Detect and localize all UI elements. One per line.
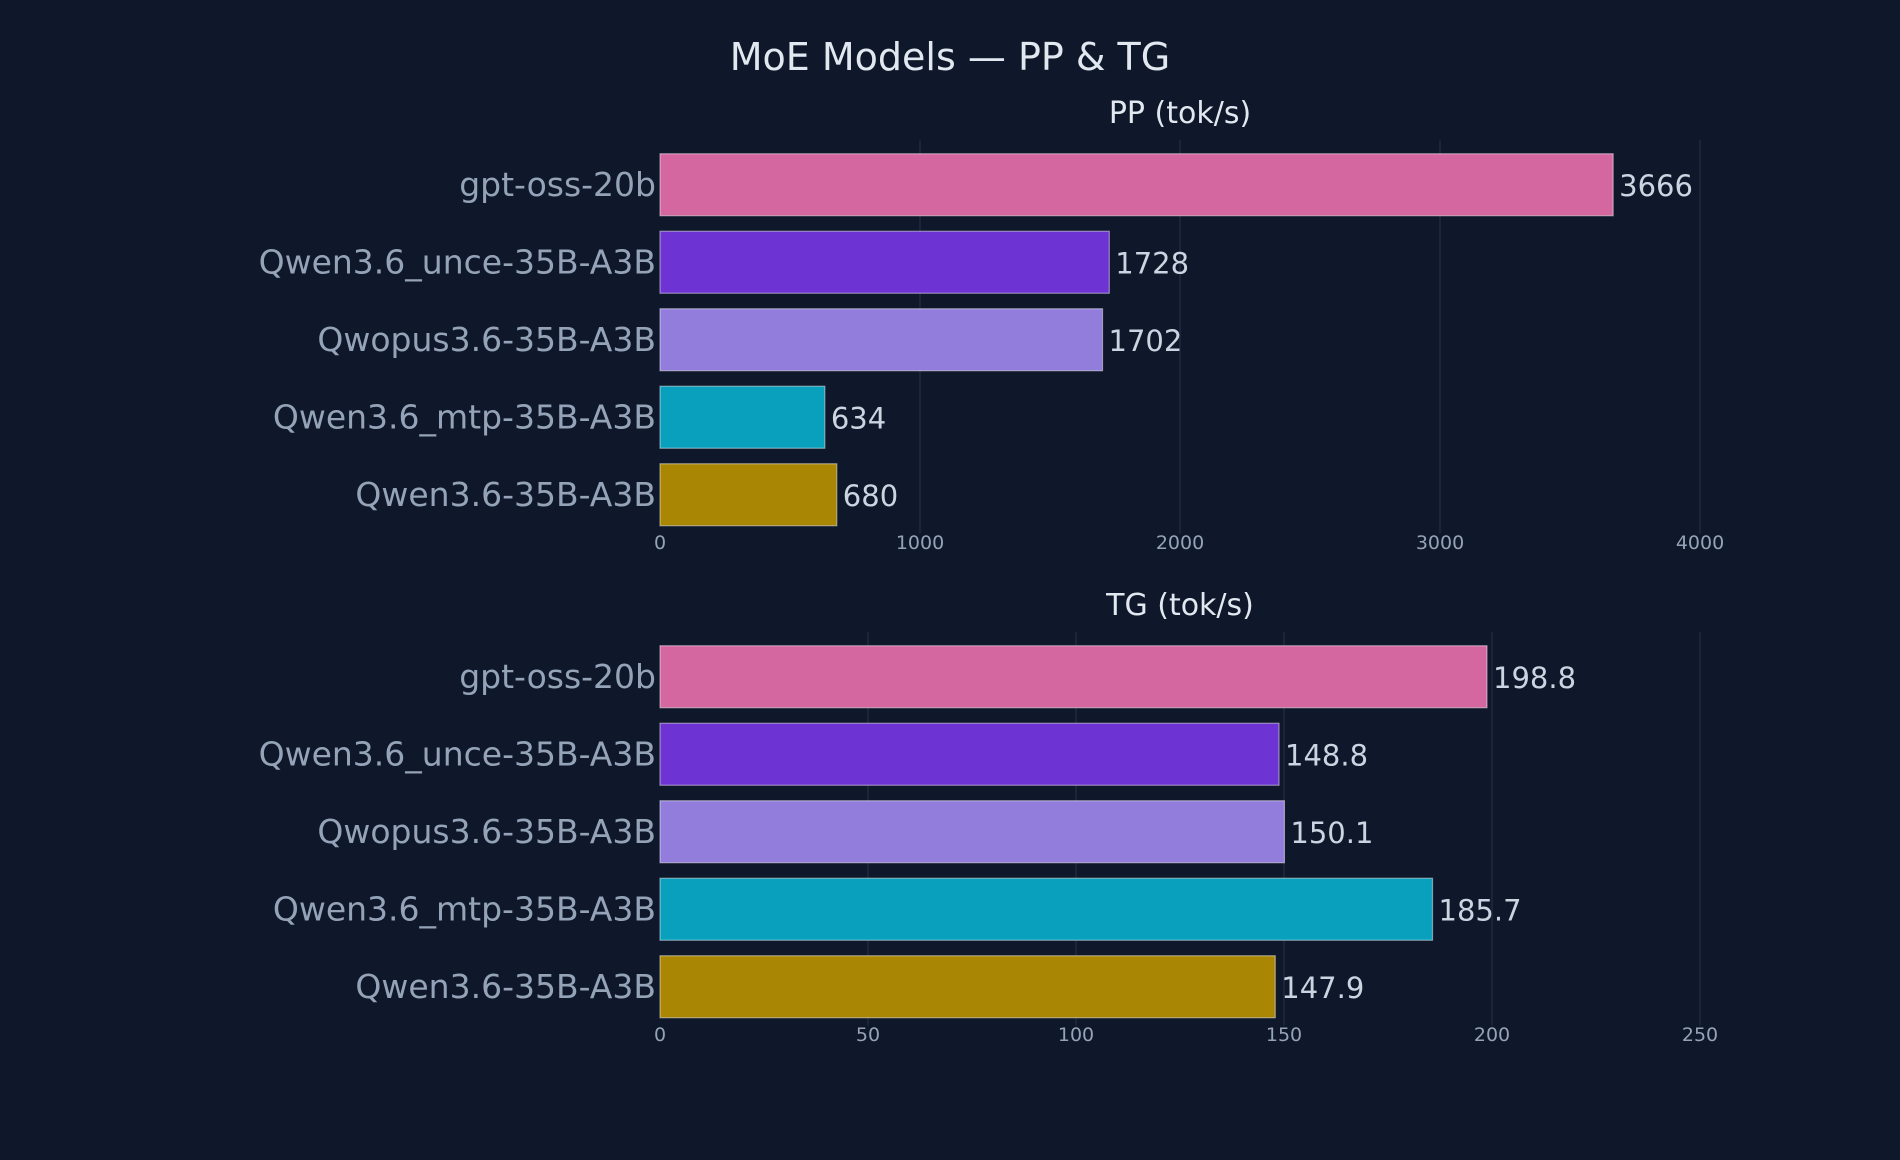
value-label: 680 <box>843 479 898 513</box>
category-label: Qwen3.6-35B-A3B <box>355 475 656 514</box>
bar-gpt-oss-20b <box>659 645 1488 709</box>
bar-gpt-oss-20b <box>659 153 1614 217</box>
value-label: 185.7 <box>1439 893 1522 927</box>
x-tick-label: 3000 <box>1416 532 1464 554</box>
category-label: Qwopus3.6-35B-A3B <box>317 812 656 851</box>
subplot-pp: PP (tok/s) 0 1000 2000 3000 4000 gpt-oss-20b 36… <box>259 96 1725 554</box>
bar-Qwen3.6_unce-35B-A3B <box>659 230 1110 294</box>
subplot-tg: TG (tok/s) 0 50 100 150 200 250 gpt-oss-20b 198.… <box>259 588 1719 1046</box>
category-label: Qwen3.6_mtp-35B-A3B <box>273 397 656 436</box>
value-label: 3666 <box>1619 169 1693 203</box>
chart-title: MoE Models — PP & TG <box>730 35 1170 79</box>
bar-Qwopus3.6-35B-A3B <box>659 800 1286 864</box>
x-tick-label: 1000 <box>896 532 944 554</box>
value-label: 150.1 <box>1290 816 1373 850</box>
value-label: 1702 <box>1109 324 1183 358</box>
x-tick-label: 250 <box>1682 1024 1718 1046</box>
value-label: 1728 <box>1115 246 1189 280</box>
category-label: Qwen3.6_unce-35B-A3B <box>259 242 656 281</box>
value-label: 198.8 <box>1493 661 1576 695</box>
category-label: gpt-oss-20b <box>459 165 656 204</box>
value-label: 147.9 <box>1281 971 1364 1005</box>
subplot-title: PP (tok/s) <box>1109 96 1251 131</box>
bar-Qwen3.6_mtp-35B-A3B <box>659 877 1434 941</box>
x-tick-label: 200 <box>1474 1024 1510 1046</box>
value-label: 148.8 <box>1285 738 1368 772</box>
bar-Qwen3.6_mtp-35B-A3B <box>659 385 826 449</box>
category-label: Qwen3.6_unce-35B-A3B <box>259 734 656 773</box>
subplot-title: TG (tok/s) <box>1105 588 1254 623</box>
bar-Qwen3.6-35B-A3B <box>659 463 838 527</box>
x-tick-label: 0 <box>654 532 666 554</box>
x-tick-label: 2000 <box>1156 532 1204 554</box>
category-label: Qwen3.6-35B-A3B <box>355 967 656 1006</box>
x-tick-label: 50 <box>856 1024 880 1046</box>
category-label: gpt-oss-20b <box>459 657 656 696</box>
x-tick-label: 4000 <box>1676 532 1724 554</box>
value-label: 634 <box>831 401 886 435</box>
category-label: Qwen3.6_mtp-35B-A3B <box>273 889 656 928</box>
x-tick-label: 150 <box>1266 1024 1302 1046</box>
x-tick-label: 0 <box>654 1024 666 1046</box>
category-label: Qwopus3.6-35B-A3B <box>317 320 656 359</box>
bar-Qwopus3.6-35B-A3B <box>659 308 1104 372</box>
x-tick-label: 100 <box>1058 1024 1094 1046</box>
bar-Qwen3.6-35B-A3B <box>659 955 1276 1019</box>
bar-Qwen3.6_unce-35B-A3B <box>659 722 1280 786</box>
